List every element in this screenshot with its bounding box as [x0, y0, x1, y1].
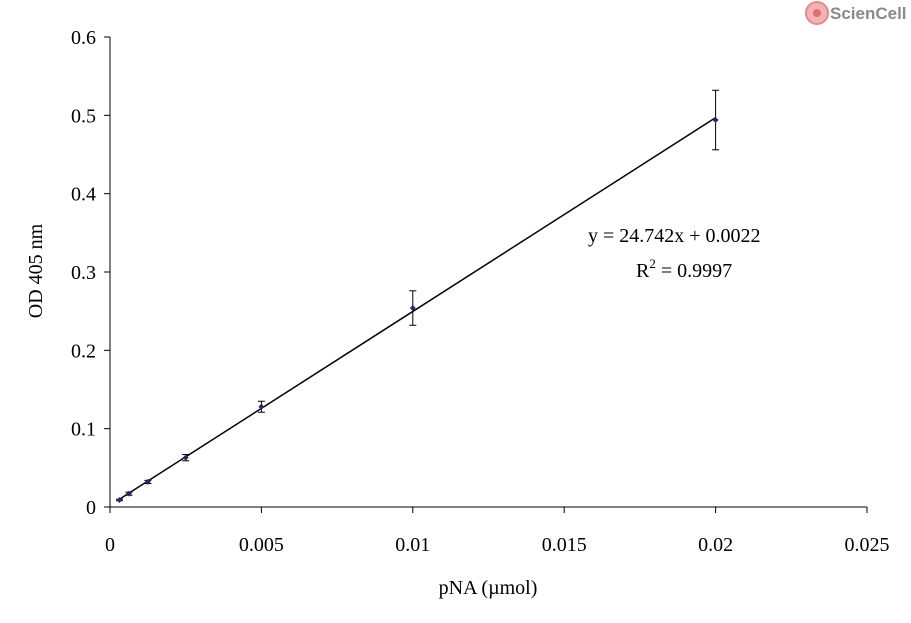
y-tick-label: 0.6: [71, 27, 96, 49]
data-point: [144, 478, 151, 485]
x-tick-label: 0.015: [542, 534, 587, 556]
trendline: [119, 117, 717, 500]
logo-text: ScienCell: [830, 4, 907, 23]
equation-label: y = 24.742x + 0.0022: [588, 225, 761, 247]
y-tick-label: 0.5: [71, 105, 96, 127]
r-squared-superscript: 2: [649, 256, 656, 271]
data-point: [182, 454, 189, 461]
data-point: [409, 305, 416, 312]
data-point: [258, 403, 265, 410]
r-squared-value: = 0.9997: [656, 260, 732, 282]
trendline-group: [119, 117, 717, 500]
y-axis-title: OD 405 nm: [25, 223, 47, 318]
y-tick-label: 0.4: [71, 184, 96, 206]
x-tick-label: 0: [105, 534, 115, 556]
y-tick-label: 0: [86, 497, 96, 519]
x-tick-label: 0.025: [845, 534, 890, 556]
x-tick-label: 0.005: [239, 534, 284, 556]
x-axis-title: pNA (µmol): [439, 577, 538, 599]
x-tick-label: 0.02: [698, 534, 733, 556]
x-ticks: 0 0.005 0.01 0.015 0.02 0.025: [105, 507, 890, 556]
data-point: [125, 490, 132, 497]
axes: [109, 37, 867, 508]
data-point: [116, 496, 123, 503]
sciencell-logo: ScienCell: [805, 1, 907, 25]
r-squared-prefix: R: [636, 260, 650, 282]
data-points: [115, 89, 720, 503]
y-ticks: 0 0.1 0.2 0.3 0.4 0.5 0.6: [71, 27, 110, 519]
x-tick-label: 0.01: [395, 534, 430, 556]
y-tick-label: 0.1: [71, 419, 96, 441]
y-tick-label: 0.2: [71, 340, 96, 362]
y-tick-label: 0.3: [71, 262, 96, 284]
r-squared-label: R2 = 0.9997: [636, 256, 732, 282]
data-point: [712, 117, 719, 124]
